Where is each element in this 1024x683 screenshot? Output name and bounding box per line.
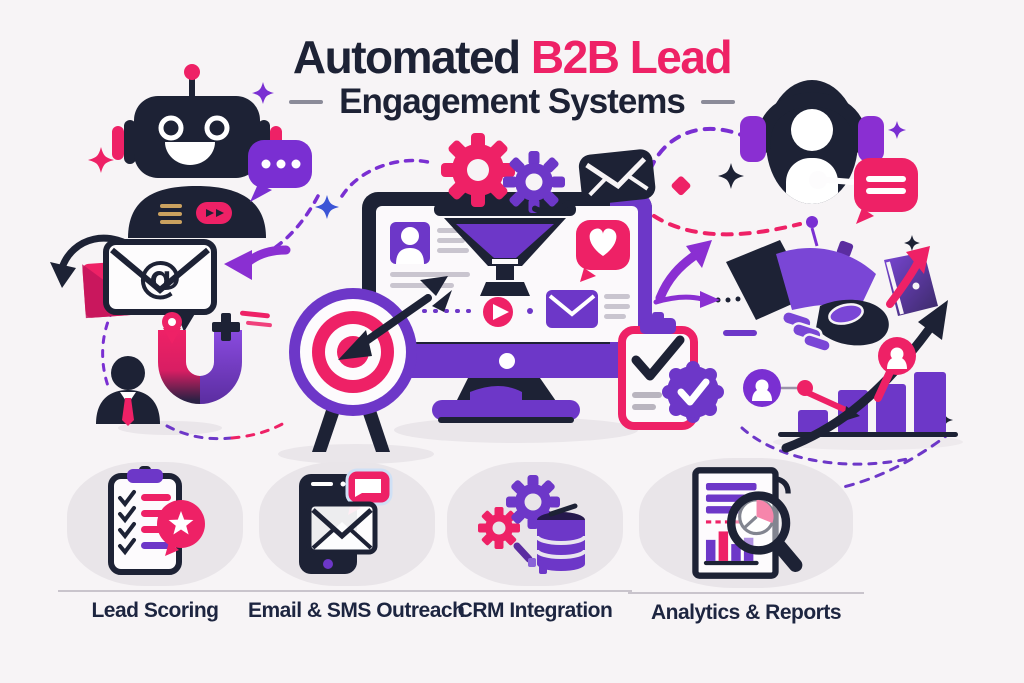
title-line2-text: Engagement Systems	[339, 82, 686, 121]
connector-stem	[810, 227, 819, 247]
feature-crm: CRM Integration	[436, 462, 634, 623]
dashed-connectors	[101, 126, 948, 492]
robot-icon	[112, 64, 282, 238]
profile-card-icon	[390, 222, 430, 264]
handshake-icon	[726, 240, 938, 353]
page-title-line1: Automated B2B Lead	[0, 30, 1024, 84]
bar-chart-icon	[743, 300, 958, 453]
dot	[527, 308, 533, 314]
title-dash-left	[289, 100, 324, 104]
gear-icon-pink	[441, 133, 515, 207]
feature-separator	[250, 590, 444, 592]
pink-diamond	[671, 176, 691, 196]
businessman-icon	[96, 356, 160, 426]
heart-bubble-icon	[576, 220, 630, 282]
envelope-at-icon: @	[82, 239, 217, 332]
feature-separator	[438, 590, 632, 592]
feature-blob	[67, 462, 243, 586]
gear-icon-purple	[503, 151, 565, 213]
sparkle-icons	[88, 82, 953, 429]
feature-blob	[639, 458, 853, 588]
plus-icon	[212, 313, 240, 341]
feature-label: Lead Scoring	[91, 599, 219, 622]
growth-arrow-small-icon	[653, 240, 757, 336]
feature-blob	[259, 462, 435, 586]
play-icon	[483, 297, 513, 327]
feature-blob	[447, 462, 623, 586]
location-pin-icon	[162, 312, 182, 344]
feature-label: Analytics & Reports	[650, 601, 842, 624]
feature-email-sms: Email & SMS Outreach	[248, 462, 465, 623]
page-title-line2: Engagement Systems	[0, 82, 1024, 122]
phone-email-chat-icon	[299, 468, 393, 574]
dark-envelope-icon	[531, 149, 656, 215]
lead-magnet-icon	[158, 310, 272, 404]
screen-envelope-icon	[546, 290, 598, 328]
report-magnifier-icon	[692, 467, 803, 579]
left-arrow-icon	[224, 245, 291, 280]
target-arrow-icon	[289, 276, 452, 452]
screen-content	[390, 220, 630, 328]
title-part-accent: B2B Lead	[530, 31, 733, 83]
small-shape	[836, 240, 854, 258]
feature-analytics: Analytics & Reports	[626, 458, 866, 625]
feature-separator	[58, 590, 252, 592]
feature-separator	[628, 592, 864, 594]
title-part-dark: Automated	[292, 31, 531, 83]
connector-node	[806, 216, 818, 228]
robot-chat-bubble-icon	[248, 140, 312, 202]
at-symbol: @	[138, 252, 182, 303]
marketing-funnel-icon	[434, 203, 576, 296]
verified-badge-icon	[662, 361, 724, 423]
support-agent-icon	[740, 80, 884, 204]
feature-lead-scoring: Lead Scoring	[56, 462, 254, 623]
clipboard-checklist-star-icon	[108, 466, 205, 575]
agent-chat-bubble-icon	[854, 158, 918, 224]
feature-label: Email & SMS Outreach	[248, 599, 465, 622]
title-dash-right	[700, 100, 735, 104]
gears-database-icon	[478, 475, 587, 574]
feature-label: CRM Integration	[457, 599, 613, 622]
